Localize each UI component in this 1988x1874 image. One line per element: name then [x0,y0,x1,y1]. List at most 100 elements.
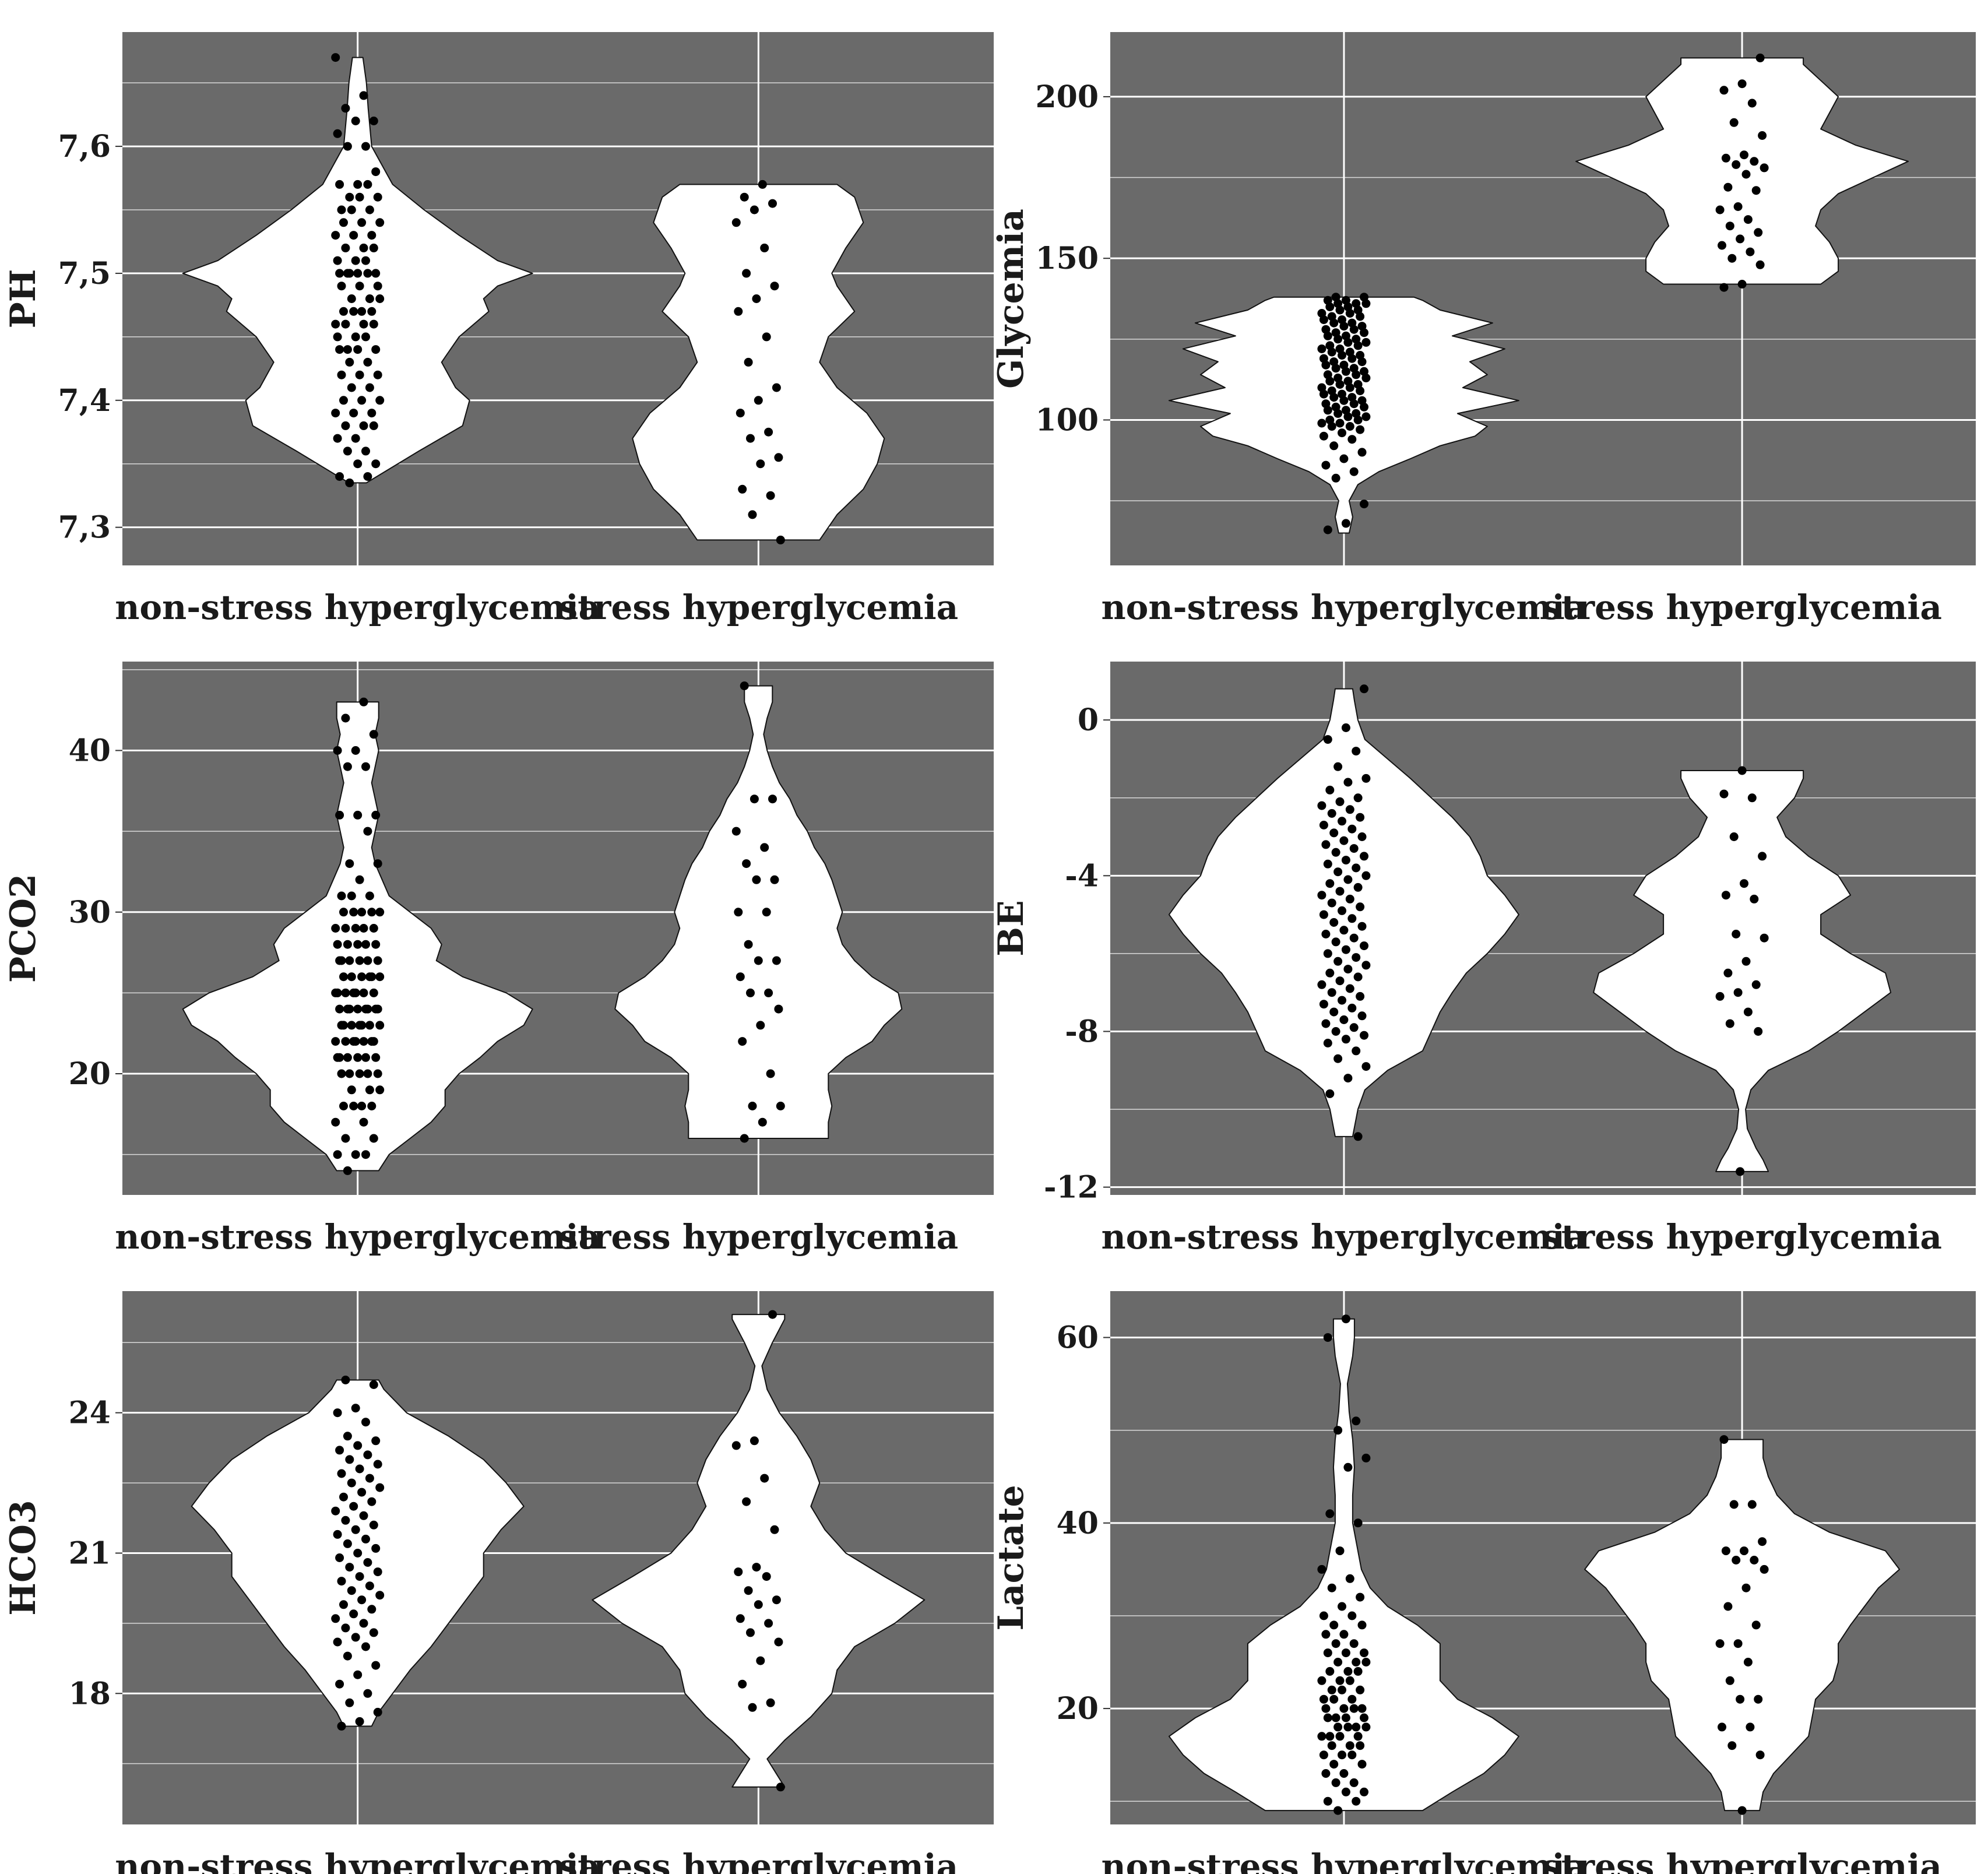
data-point [1345,383,1354,392]
data-point [363,1004,372,1014]
data-point [341,1134,350,1143]
data-point [349,307,358,316]
data-point [1345,1574,1354,1583]
data-point [758,180,767,189]
data-point [1361,871,1371,880]
data-point [339,972,348,982]
data-point [369,117,378,125]
data-point [756,1021,765,1030]
data-point [1725,1019,1734,1028]
data-point [363,956,372,965]
data-point [744,940,753,949]
data-point [1341,945,1350,954]
data-point [1325,377,1335,386]
data-point [1321,1019,1331,1028]
data-point [1353,972,1363,982]
data-point [1361,373,1371,382]
data-point [1345,422,1354,431]
data-point [1356,992,1365,1001]
data-point [1723,968,1733,978]
data-point [335,1053,344,1062]
data-point [770,875,779,884]
data-point [331,924,340,933]
data-point [1343,412,1353,421]
data-point [1343,1462,1353,1472]
y-tick-label: 24 [69,1395,111,1431]
data-point [331,1614,340,1623]
data-point [1751,980,1761,989]
data-point [750,1436,759,1446]
data-point [1741,957,1751,966]
data-point [343,762,352,771]
y-tick-label: 20 [1057,1691,1099,1727]
data-point [331,53,340,62]
data-point [1329,441,1339,451]
data-point [1335,797,1345,806]
data-point [1356,902,1365,912]
data-point [359,1511,368,1520]
data-point [1719,86,1729,95]
y-tick-label: 7,3 [58,510,111,546]
data-point [731,1441,741,1450]
data-point [734,307,743,316]
data-point [357,1595,367,1605]
data-point [373,859,382,869]
data-point [367,409,377,418]
data-point [351,746,360,755]
data-point [1331,1778,1340,1787]
data-point [736,1614,745,1623]
data-point [1741,170,1751,179]
data-point [1329,828,1339,838]
data-point [1333,762,1343,771]
data-point [1755,1750,1765,1760]
data-point [776,1102,785,1110]
data-point [752,1563,761,1572]
data-point [764,1619,773,1628]
data-point [1325,1666,1335,1676]
data-point [1349,1778,1359,1787]
data-point [1345,894,1354,903]
data-point [1360,852,1368,861]
data-point [371,167,381,177]
data-point [1360,1713,1368,1722]
data-point [1333,867,1343,877]
data-point [1718,241,1726,250]
data-point [339,908,348,917]
data-point [1338,1602,1346,1611]
data-point [1323,525,1332,535]
data-point [1357,357,1367,367]
data-point [736,972,745,982]
data-point [335,180,344,189]
data-point [734,1567,743,1577]
data-point [1349,1023,1359,1032]
data-point [1319,1694,1328,1704]
data-point [770,1525,779,1534]
data-point [1349,399,1359,409]
data-point [768,1310,777,1319]
data-point [746,988,755,997]
data-point [333,1150,342,1159]
y-axis-title: PCO2 [3,874,44,983]
data-point [353,940,363,949]
data-point [736,409,745,418]
data-point [1341,1648,1350,1658]
data-point [1754,1027,1763,1036]
violin-panel-ph: 7,3 7,4 7,5 7,6 non-stress hyperglycemiastre… [3,32,994,627]
data-point [369,1134,378,1143]
data-point [365,1474,374,1483]
data-point [353,345,363,354]
data-point [363,180,372,189]
data-point [1345,309,1354,318]
data-point [375,1483,385,1492]
data-point [1347,1750,1357,1760]
data-point [1356,425,1365,434]
data-point [375,294,385,303]
data-point [1333,1658,1343,1666]
x-category-label: stress hyperglycemia [558,1217,958,1257]
data-point [1338,351,1346,360]
data-point [1361,961,1371,970]
data-point [764,427,773,437]
data-point [774,1004,783,1014]
data-point [365,205,374,215]
data-point [347,1021,356,1030]
